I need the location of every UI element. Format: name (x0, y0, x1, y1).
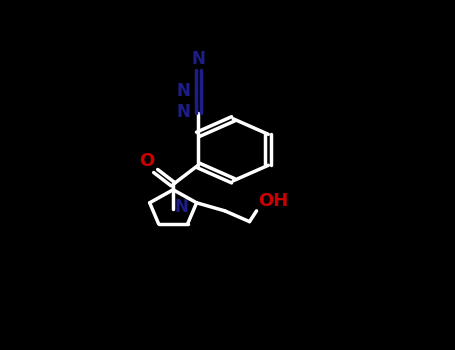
Text: N: N (191, 50, 205, 68)
Text: OH: OH (258, 192, 288, 210)
Text: O: O (139, 152, 154, 170)
Text: N: N (175, 198, 189, 216)
Text: N: N (177, 103, 190, 121)
Text: N: N (177, 82, 190, 100)
